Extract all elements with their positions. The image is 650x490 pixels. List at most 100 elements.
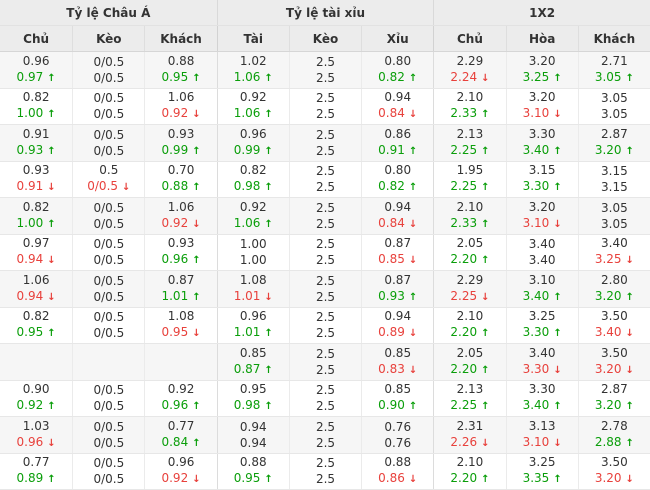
up-arrow-icon: ↑ <box>264 109 273 121</box>
group-header-over-under: Tỷ lệ tài xỉu <box>216 0 434 25</box>
asia-away-odds <box>144 344 216 380</box>
col-header-1x2-draw: Hòa <box>505 26 578 51</box>
asia-away-odds: 1.06 0.92 ↓ <box>144 88 216 124</box>
odds-value-current: 0.95 ↓ <box>161 325 201 340</box>
up-arrow-icon: ↑ <box>47 72 56 84</box>
odds-value-current: 2.25 ↑ <box>450 142 490 157</box>
odds-value-current: 2.5 <box>315 435 336 450</box>
odds-value-current: 0.82 ↑ <box>378 179 418 194</box>
odds-value-initial: 0/0.5 <box>93 456 125 471</box>
down-arrow-icon: ↓ <box>47 437 56 449</box>
odds-value-initial: 3.50 <box>601 309 628 324</box>
odds-value-initial: 2.5 <box>315 310 336 325</box>
ou-over-odds: 0.82 0.98 ↑ <box>216 161 289 197</box>
odds-value-current: 3.40 ↓ <box>594 325 634 340</box>
up-arrow-icon: ↑ <box>481 401 490 413</box>
asia-handicap: 0.5 0/0.5 ↓ <box>72 161 144 197</box>
up-arrow-icon: ↑ <box>47 145 56 157</box>
odds-value-initial: 0.93 <box>167 236 195 251</box>
up-arrow-icon: ↑ <box>264 474 273 486</box>
odds-value-initial: 0.92 <box>239 90 267 105</box>
ou-under-odds: 0.80 0.82 ↑ <box>361 161 433 197</box>
odds-value-initial: 3.20 <box>528 90 556 105</box>
odds-value-current: 3.40 <box>528 253 556 268</box>
odds-value-initial: 0.97 <box>22 236 50 251</box>
ou-line: 2.5 2.5 <box>288 271 361 307</box>
up-arrow-icon: ↑ <box>625 437 634 449</box>
1x2-home-odds: 2.10 2.33 ↑ <box>433 198 505 234</box>
odds-value-current: 3.20 ↑ <box>594 398 634 413</box>
odds-value-initial: 0.93 <box>167 126 195 141</box>
odds-value-initial: 1.06 <box>22 272 50 287</box>
odds-value-current: 0.99 ↑ <box>233 142 273 157</box>
odds-value-current: 0.92 ↑ <box>16 398 56 413</box>
col-header-ou-line: Kèo <box>288 26 361 51</box>
down-arrow-icon: ↓ <box>47 255 56 267</box>
odds-value-current: 2.5 <box>315 107 336 122</box>
ou-over-odds: 0.96 0.99 ↑ <box>216 125 289 161</box>
1x2-draw-odds: 3.30 3.40 ↑ <box>505 125 578 161</box>
1x2-draw-odds: 3.40 3.30 ↓ <box>505 344 578 380</box>
odds-value-initial: 0.93 <box>22 163 50 178</box>
odds-value-initial: 0.96 <box>239 126 267 141</box>
odds-value-current: 0.97 ↑ <box>16 69 56 84</box>
odds-value-current: 0.84 ↓ <box>378 106 418 121</box>
odds-value-current: 0.91 ↓ <box>16 179 56 194</box>
up-arrow-icon: ↑ <box>408 182 418 194</box>
1x2-home-odds: 2.13 2.25 ↑ <box>433 125 505 161</box>
odds-value-current: 0/0.5 <box>93 70 125 85</box>
ou-line: 2.5 2.5 <box>288 417 361 453</box>
odds-value-initial: 0/0.5 <box>93 54 125 69</box>
odds-value-initial: 2.13 <box>456 382 484 397</box>
odds-value-initial: 3.20 <box>528 199 556 214</box>
odds-value-initial: 0/0.5 <box>93 200 125 215</box>
odds-value-initial: 0.86 <box>384 126 412 141</box>
odds-value-current: 3.05 <box>601 107 628 122</box>
odds-value-current: 2.26 ↓ <box>450 434 490 449</box>
1x2-draw-odds: 3.10 3.40 ↑ <box>505 271 578 307</box>
1x2-draw-odds: 3.20 3.25 ↑ <box>505 52 578 88</box>
odds-value-initial: 0.85 <box>384 345 412 360</box>
asia-away-odds: 1.08 0.95 ↓ <box>144 307 216 343</box>
odds-value-initial: 0.77 <box>22 455 50 470</box>
odds-value-initial: 0.70 <box>167 163 195 178</box>
table-column-header: Chủ Kèo Khách Tài Kèo Xỉu Chủ Hòa Khách <box>0 26 650 52</box>
down-arrow-icon: ↓ <box>553 437 562 449</box>
odds-value-current: 3.30 ↑ <box>522 325 562 340</box>
odds-value-initial: 2.5 <box>315 164 336 179</box>
odds-value-initial: 0.88 <box>384 455 412 470</box>
odds-value-initial: 2.78 <box>601 418 628 433</box>
odds-value-current: 0.92 ↓ <box>161 215 201 230</box>
1x2-away-odds: 2.87 3.20 ↑ <box>577 125 650 161</box>
odds-value-initial: 0.94 <box>384 309 412 324</box>
odds-value-current: 2.5 <box>315 70 336 85</box>
odds-value-current: 2.5 <box>315 143 336 158</box>
asia-home-odds: 0.77 0.89 ↑ <box>0 454 72 490</box>
odds-value-current: 0.96 ↓ <box>16 434 56 449</box>
odds-value-current: 3.20 ↓ <box>594 361 634 376</box>
odds-value-current: 0.98 ↑ <box>233 398 273 413</box>
odds-value-initial: 2.13 <box>456 126 484 141</box>
asia-home-odds: 0.96 0.97 ↑ <box>0 52 72 88</box>
odds-value-current: 0/0.5 <box>93 472 125 487</box>
up-arrow-icon: ↑ <box>625 401 634 413</box>
odds-value-initial: 3.13 <box>528 418 556 433</box>
odds-row: 0.91 0.93 ↑ 0/0.5 0/0.5 0.93 0.99 ↑ 0.96 0.99 ↑ 2.5… <box>0 125 650 162</box>
ou-under-odds: 0.86 0.91 ↑ <box>361 125 433 161</box>
down-arrow-icon: ↓ <box>408 474 418 486</box>
up-arrow-icon: ↑ <box>264 364 273 376</box>
odds-value-initial: 0.96 <box>239 309 267 324</box>
odds-value-current: 3.05 <box>601 216 628 231</box>
odds-value-current: 0.91 ↑ <box>378 142 418 157</box>
asia-away-odds: 0.96 0.92 ↓ <box>144 453 216 489</box>
down-arrow-icon: ↓ <box>553 218 562 230</box>
odds-value-initial: 0.85 <box>239 345 267 360</box>
odds-value-current: 1.01 ↑ <box>161 288 201 303</box>
odds-value-initial: 0/0.5 <box>93 383 125 398</box>
up-arrow-icon: ↑ <box>481 145 490 157</box>
odds-value-current: 2.20 ↑ <box>450 252 490 267</box>
odds-value-initial: 3.15 <box>528 163 556 178</box>
odds-value-initial: 3.15 <box>601 164 628 179</box>
odds-value-initial: 1.06 <box>167 90 195 105</box>
